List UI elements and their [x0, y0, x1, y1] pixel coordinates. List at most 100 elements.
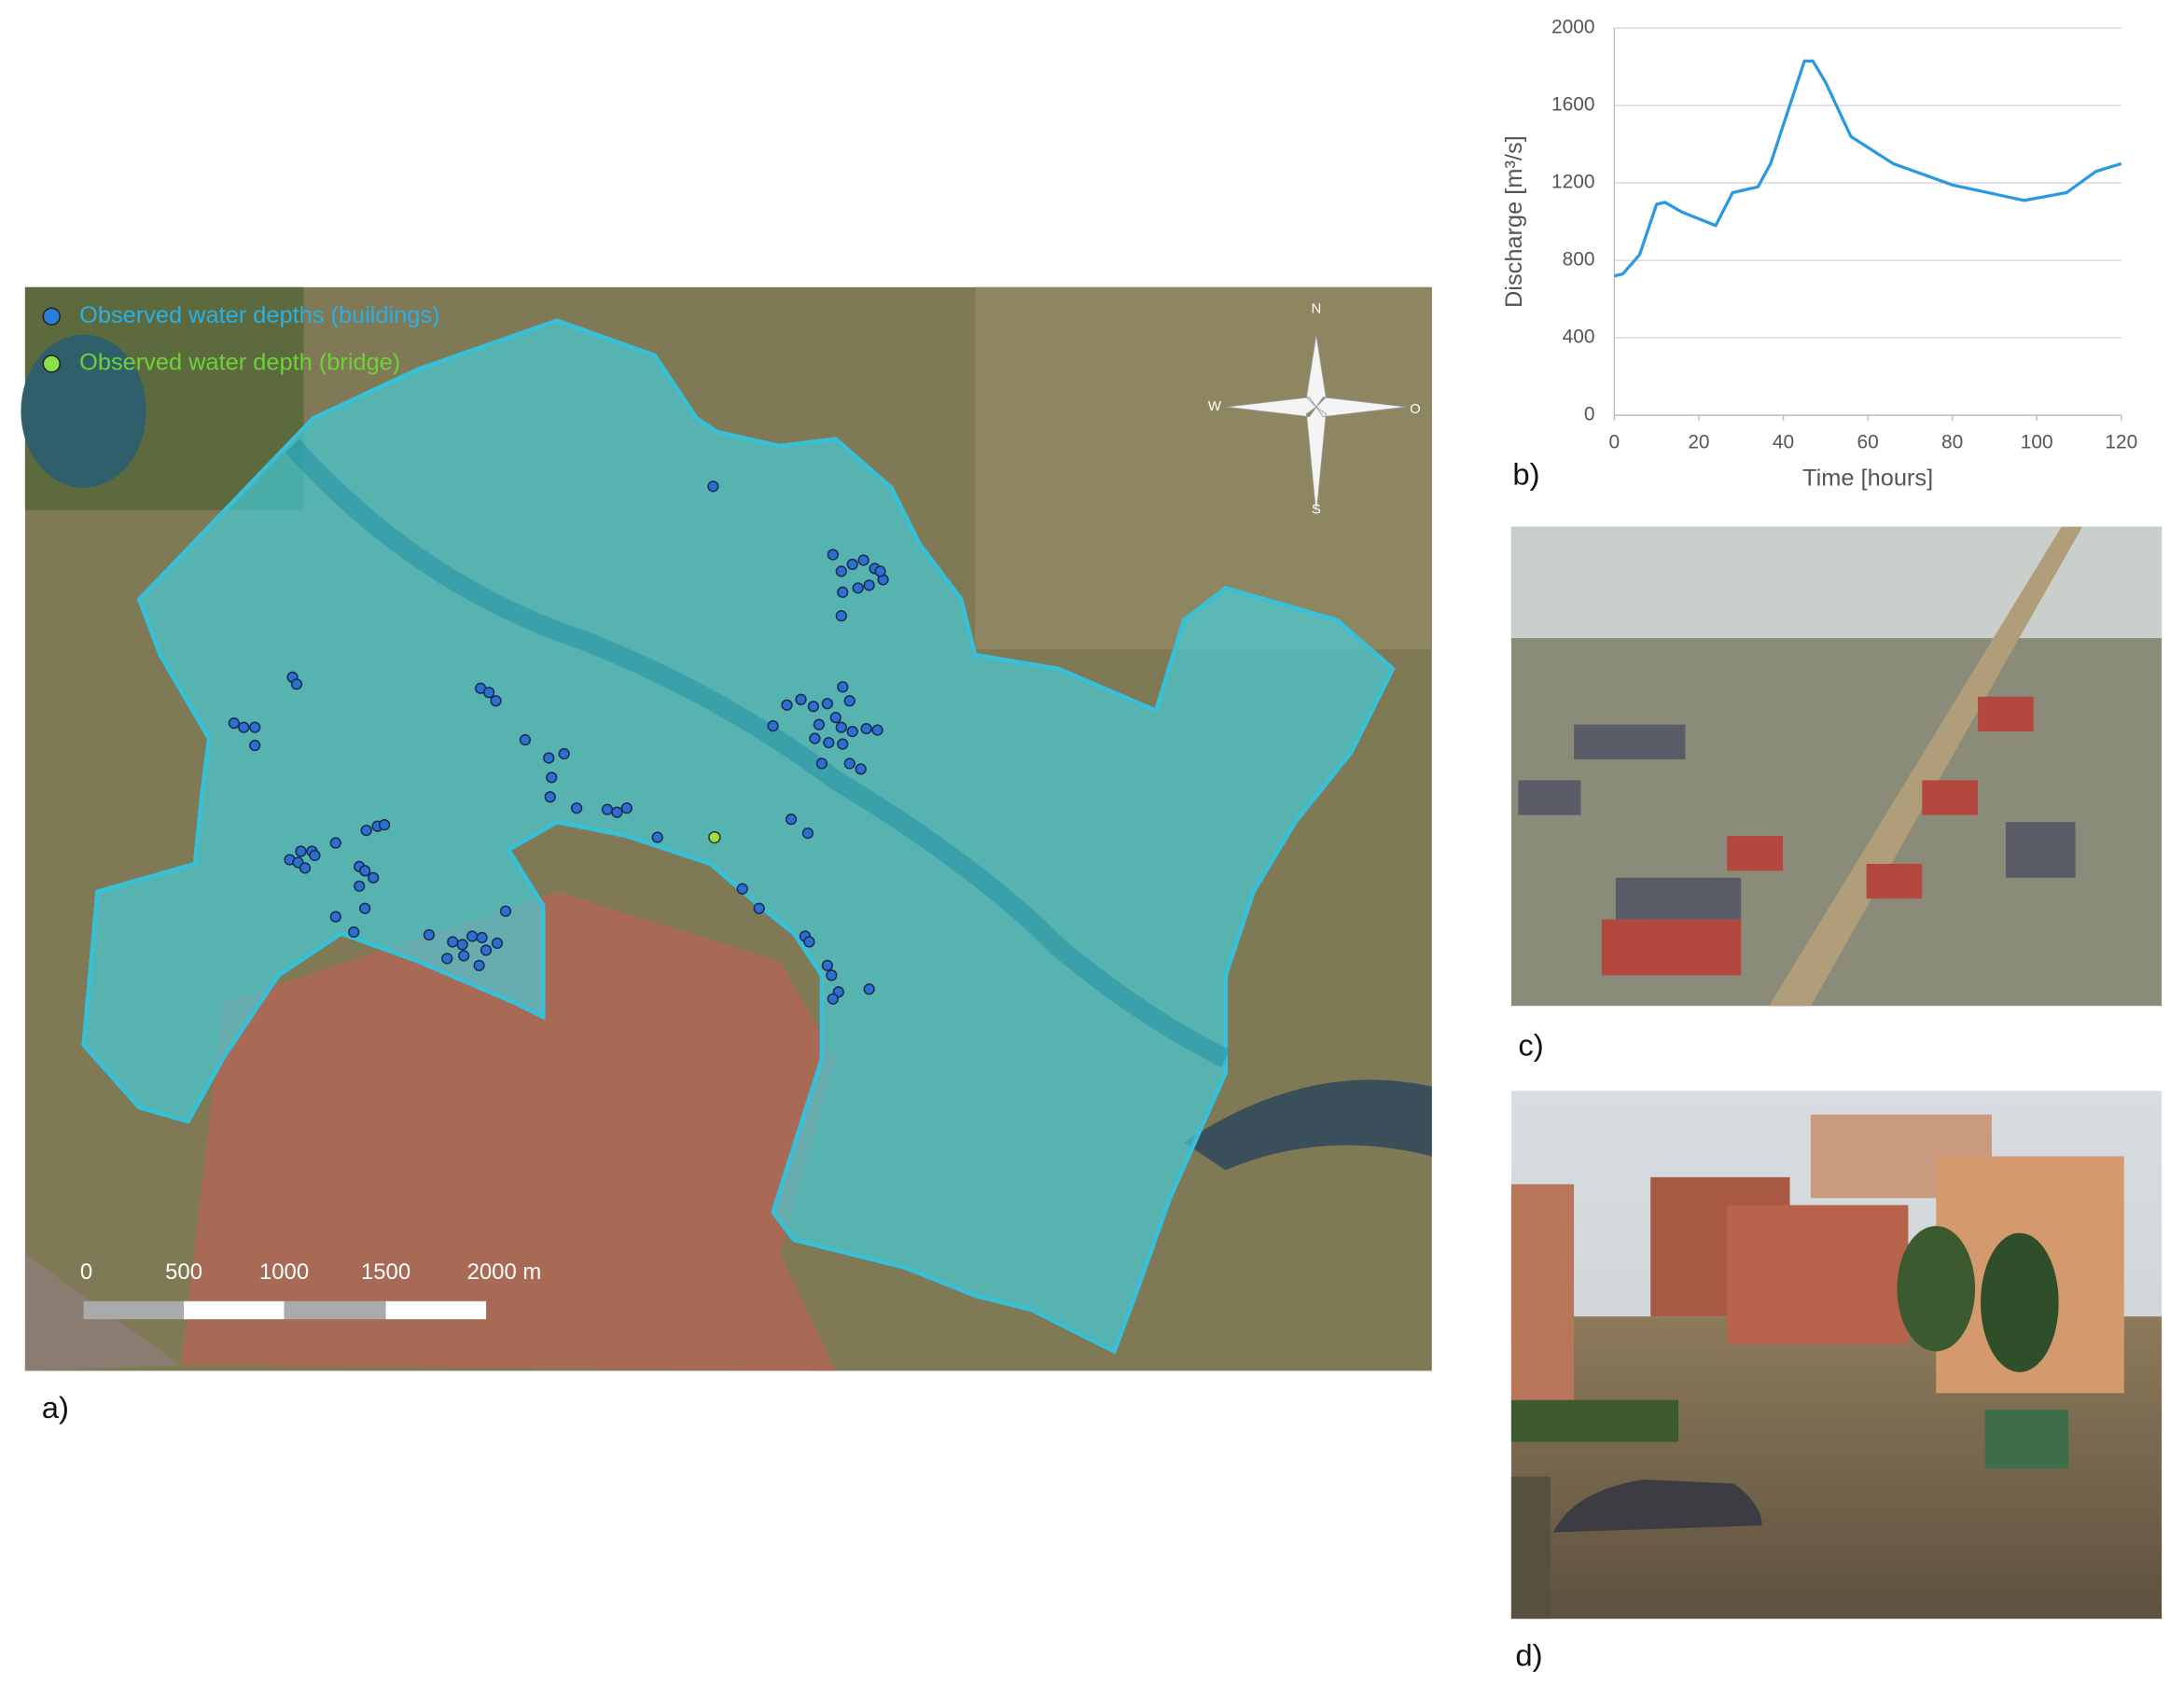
scale-label: 1500 — [361, 1259, 410, 1285]
panel-label: d) — [1515, 1638, 1542, 1673]
legend-marker — [42, 355, 61, 373]
compass-label: S — [1312, 502, 1321, 518]
observation-point — [823, 736, 835, 749]
observation-point — [360, 824, 372, 837]
compass-rose: N W O S — [1208, 301, 1421, 518]
observation-point — [423, 928, 435, 941]
observation-point — [570, 802, 583, 814]
y-tick-label: 1200 — [1551, 172, 1594, 193]
observation-point — [601, 803, 614, 815]
observation-point — [785, 814, 798, 826]
observation-point — [843, 758, 856, 770]
observation-point — [871, 724, 883, 736]
observation-point — [367, 871, 380, 883]
observation-point — [458, 950, 470, 962]
observation-point — [813, 718, 825, 730]
observation-point — [753, 902, 765, 914]
scale-label: 500 — [165, 1259, 202, 1285]
observation-point — [835, 610, 847, 622]
observation-point — [249, 739, 261, 752]
observation-point — [238, 721, 250, 733]
lake — [21, 334, 146, 488]
observation-point — [803, 936, 815, 948]
observation-point — [491, 937, 504, 950]
observation-point — [290, 678, 303, 690]
scale-label: 1000 — [259, 1259, 309, 1285]
observation-point — [490, 695, 502, 707]
x-tick-label: 120 — [2105, 432, 2137, 453]
x-tick-label: 60 — [1857, 432, 1878, 453]
observation-point — [519, 733, 531, 746]
scale-bar: 0 500 1000 1500 2000 m — [80, 1259, 542, 1320]
observation-point — [354, 880, 366, 892]
observation-point — [359, 865, 371, 877]
observation-point — [611, 806, 623, 818]
observation-point — [309, 849, 321, 862]
legend-label: Observed water depth (bridge) — [79, 350, 400, 376]
legend-label: Observed water depths (buildings) — [79, 302, 439, 328]
y-tick-label: 800 — [1563, 249, 1595, 271]
observation-point — [852, 582, 864, 594]
data-line — [1614, 59, 2122, 278]
x-tick-label: 20 — [1688, 432, 1709, 453]
observation-point — [295, 845, 307, 857]
observation-point — [827, 993, 839, 1005]
observation-point — [863, 579, 875, 591]
observation-point — [815, 758, 828, 770]
observation-point — [482, 687, 495, 699]
observation-point — [651, 831, 663, 843]
observation-point — [736, 883, 748, 895]
legend-marker — [42, 307, 61, 326]
observation-point — [476, 931, 488, 944]
observation-point — [707, 480, 719, 493]
x-tick-label: 0 — [1609, 432, 1621, 453]
observation-point — [846, 558, 858, 571]
y-tick-label: 2000 — [1551, 17, 1594, 38]
scale-label: 2000 m — [467, 1259, 542, 1285]
observation-point — [835, 565, 847, 577]
observation-point — [837, 586, 849, 598]
observation-point — [855, 763, 867, 775]
x-tick-label: 80 — [1941, 432, 1963, 453]
observation-point — [348, 925, 360, 939]
observation-point — [543, 752, 555, 764]
observation-point — [359, 902, 371, 914]
observation-point — [829, 712, 842, 724]
panel-label: c) — [1518, 1028, 1543, 1063]
observation-point — [473, 959, 485, 972]
observation-point — [795, 693, 807, 705]
observation-point — [863, 983, 875, 995]
observation-point — [456, 939, 468, 951]
observation-point — [558, 747, 570, 760]
observation-point — [329, 837, 341, 849]
observation-point — [857, 554, 869, 566]
observation-point — [835, 721, 847, 733]
observation-point — [821, 698, 833, 710]
y-tick-label: 400 — [1563, 327, 1595, 348]
observation-point — [827, 549, 839, 561]
observation-point — [299, 862, 312, 874]
observation-point — [329, 911, 341, 923]
x-axis-label: Time [hours] — [1802, 466, 1933, 492]
observation-point — [249, 721, 261, 733]
observation-point — [843, 695, 856, 707]
observation-point — [466, 930, 479, 942]
town — [181, 891, 836, 1371]
y-tick-label: 1600 — [1551, 94, 1594, 116]
observation-point — [447, 936, 459, 948]
compass-label: O — [1410, 401, 1421, 417]
observation-point — [837, 681, 849, 693]
compass-label: W — [1208, 398, 1222, 414]
observation-point — [228, 717, 240, 730]
river — [1184, 1079, 1432, 1171]
scale-label: 0 — [80, 1259, 92, 1285]
compass-label: N — [1311, 301, 1321, 317]
observation-point — [846, 725, 858, 738]
observation-point — [378, 818, 391, 831]
observation-point — [874, 565, 886, 577]
flood-area — [81, 318, 1396, 1355]
line-chart: 0 400 800 1200 1600 2000 0 20 40 60 80 100 120 Time [… — [1501, 17, 2137, 492]
observation-point — [441, 953, 453, 965]
